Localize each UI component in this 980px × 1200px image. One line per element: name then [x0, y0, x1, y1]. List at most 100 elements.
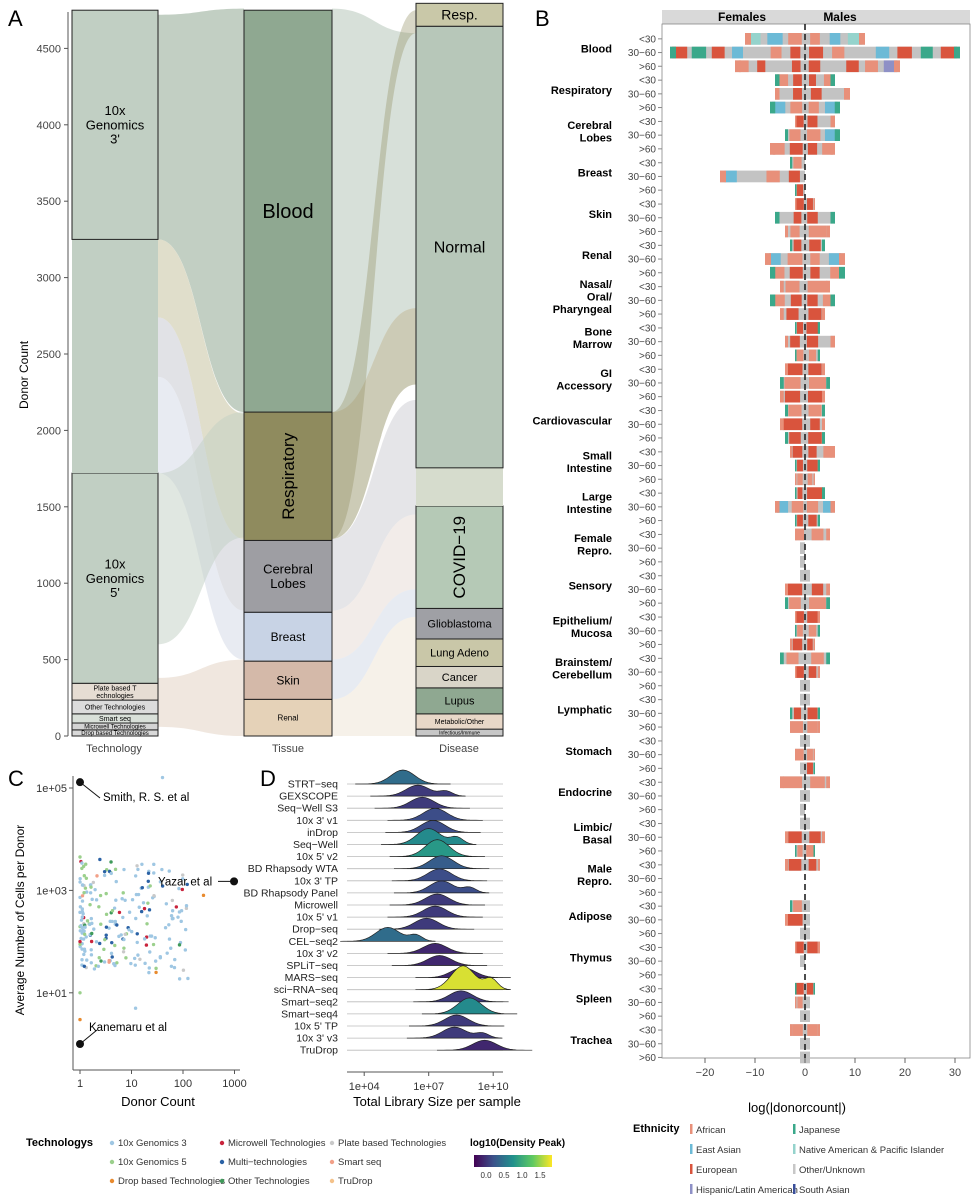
scatter-point [109, 871, 113, 876]
female-segment [767, 33, 783, 45]
tissue-label: Lymphatic [557, 704, 612, 716]
female-bar [770, 294, 805, 307]
scatter-point [152, 862, 156, 867]
scatter-point [82, 874, 87, 878]
female-segment [793, 74, 802, 86]
disease-node-label: COVID−19 [450, 516, 469, 599]
technology-label: Smart seq [338, 1157, 381, 1168]
ridge-density [374, 796, 470, 809]
female-segment [738, 60, 749, 73]
y-tick-label: 500 [43, 655, 61, 667]
female-segment [784, 390, 801, 403]
female-bar [800, 817, 805, 830]
female-tip [785, 363, 788, 376]
scatter-point [115, 923, 119, 927]
ethnicity-swatch [690, 1164, 693, 1174]
scatter-point [169, 914, 174, 918]
female-segment [776, 74, 789, 86]
male-segment [806, 501, 819, 513]
tissue-label: Blood [581, 44, 612, 56]
male-segment [810, 33, 820, 45]
male-segment [809, 74, 816, 86]
age-label: >60 [639, 268, 656, 279]
age-label: >60 [639, 640, 656, 651]
disease-node [415, 25, 504, 469]
scatter-point [82, 964, 87, 968]
tissue-node-label: Lobes [270, 576, 306, 591]
ridge-density [391, 955, 488, 966]
male-bar [805, 1051, 810, 1064]
female-segment [793, 239, 802, 252]
age-label: >60 [639, 764, 656, 775]
technology-node-label: echnologies [96, 693, 134, 700]
male-tip [817, 514, 820, 527]
female-tip [785, 914, 788, 926]
ridge-density [381, 828, 477, 845]
scatter-point [132, 956, 137, 961]
scatter-point [113, 867, 118, 872]
age-label: 30−60 [628, 833, 657, 844]
female-tip [795, 941, 797, 954]
male-segment [806, 335, 819, 348]
scatter-point [103, 937, 107, 942]
female-tip [770, 294, 776, 307]
female-segment [782, 418, 803, 431]
male-segment [810, 88, 822, 100]
x-tick-label: 1e+10 [478, 1081, 509, 1093]
male-segment [920, 46, 933, 59]
ridge-density [387, 905, 483, 918]
male-tip [813, 982, 815, 995]
scatter-point [89, 961, 93, 965]
male-bar [805, 129, 840, 141]
age-label: <30 [639, 571, 656, 582]
scatter-point [134, 916, 138, 921]
female-tip [785, 859, 788, 871]
ethnicity-legend-title: Ethnicity [633, 1123, 680, 1135]
female-segment [790, 335, 800, 348]
scatter-point [78, 905, 83, 909]
tissue-label: Brainstem/ [555, 657, 612, 669]
female-tip [775, 74, 780, 86]
scatter-point [154, 970, 158, 975]
scatter-point [98, 857, 102, 862]
female-bar [770, 143, 805, 155]
female-segment [796, 611, 804, 623]
y-tick-label: 4000 [37, 120, 61, 132]
female-segment [796, 666, 804, 678]
scatter-point [95, 874, 99, 878]
panel-c-letter: C [8, 766, 24, 791]
tissue-label: Sensory [569, 581, 613, 593]
male-tip [859, 33, 865, 45]
age-label: <30 [639, 736, 656, 747]
female-tip [795, 349, 797, 362]
age-label: 30−60 [628, 709, 657, 720]
age-label: >60 [639, 103, 656, 114]
panel-c-xlabel: Donor Count [121, 1094, 195, 1109]
scatter-point [142, 937, 147, 941]
age-label: <30 [639, 819, 656, 830]
scatter-point [79, 918, 84, 922]
female-segment [672, 46, 688, 59]
age-label: <30 [639, 984, 656, 995]
ethnicity-swatch [793, 1124, 796, 1134]
female-tip [785, 225, 788, 238]
scatter-point [82, 952, 86, 957]
scatter-point [145, 922, 149, 926]
male-tip [830, 143, 835, 155]
scatter-point [78, 1017, 82, 1022]
male-segment [824, 129, 838, 141]
method-label: STRT−seq [288, 779, 338, 791]
male-tip [834, 101, 840, 114]
panel-a-letter: A [8, 6, 23, 31]
header-females: Females [718, 10, 766, 24]
male-tip [822, 239, 825, 252]
age-label: 30−60 [628, 89, 657, 100]
flow-band [158, 412, 244, 645]
male-bar [805, 735, 810, 747]
male-tip [826, 528, 830, 541]
scatter-point [98, 893, 103, 898]
female-tip [795, 845, 797, 857]
male-bar [805, 294, 835, 307]
female-tip [780, 776, 784, 789]
